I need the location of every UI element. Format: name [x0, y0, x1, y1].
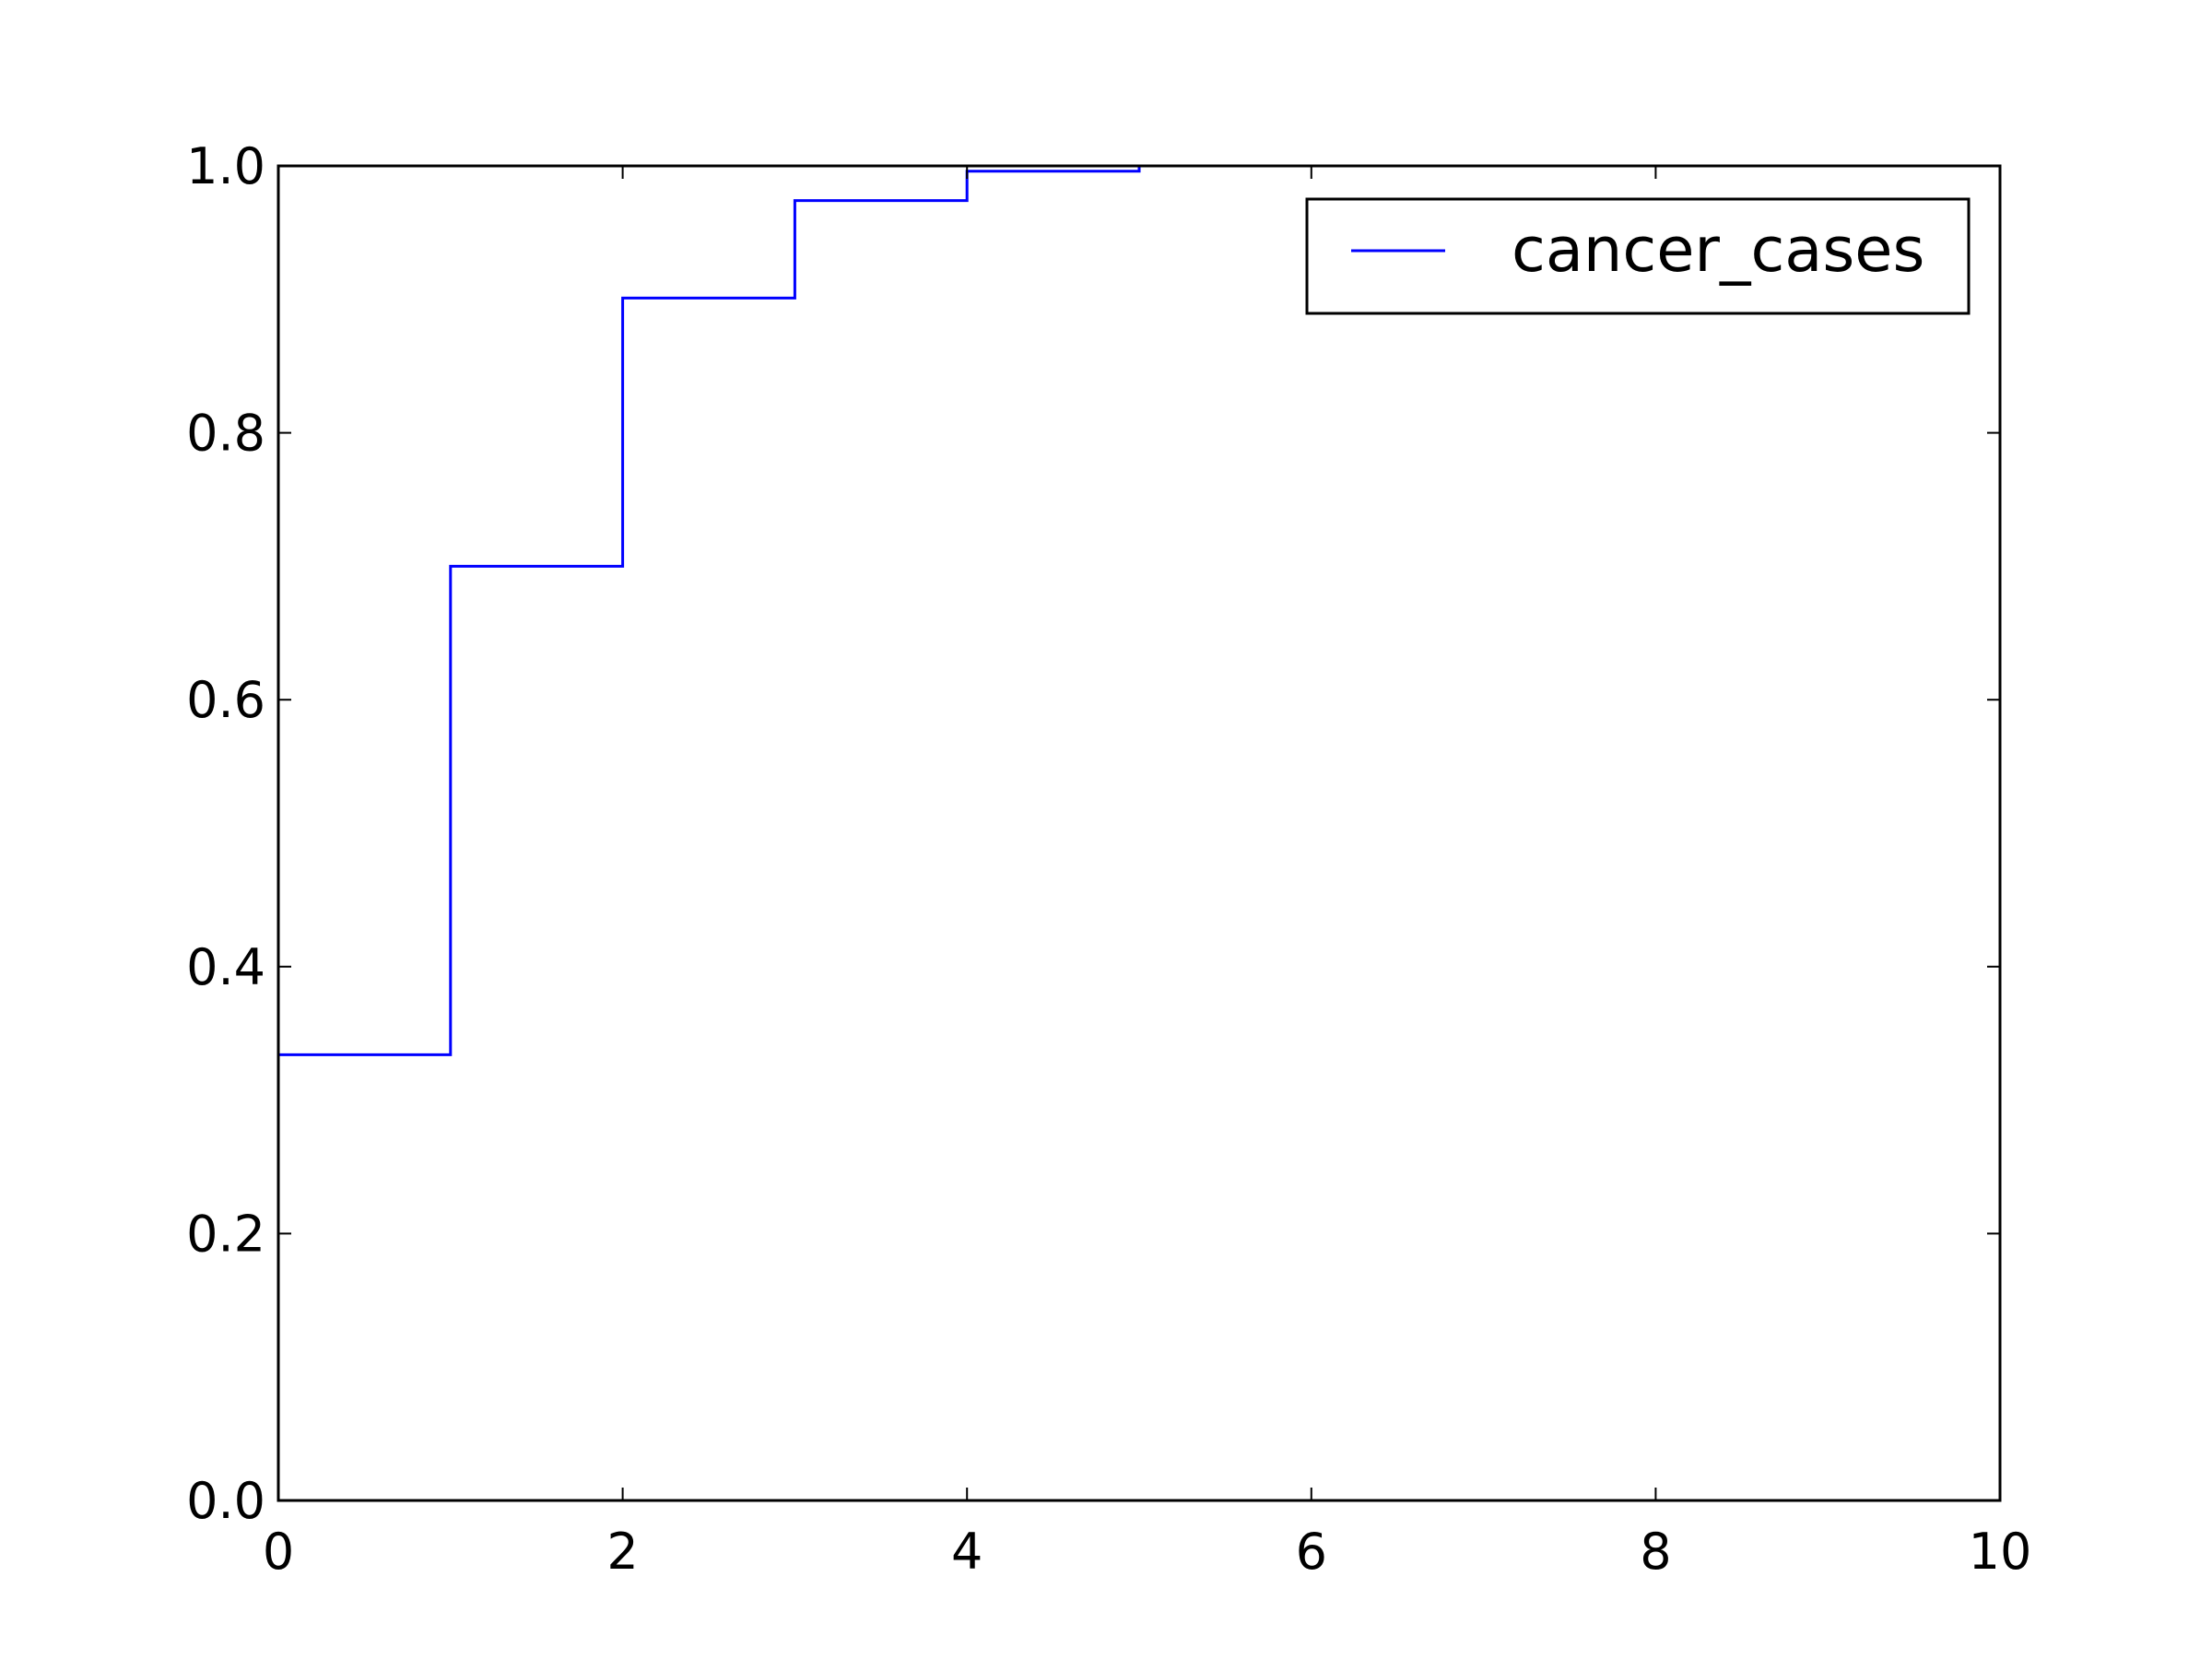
- x-tick-label-2: 2: [606, 1523, 638, 1581]
- y-tick-label-0.6: 0.6: [186, 671, 265, 729]
- x-tick-label-0: 0: [263, 1523, 294, 1581]
- legend: cancer_cases: [1305, 197, 1971, 315]
- y-tick-labels: 0.0 0.2 0.4 0.6 0.8 1.0: [186, 137, 265, 1530]
- plot-area: [278, 166, 2000, 1500]
- y-tick-label-0.0: 0.0: [186, 1472, 265, 1530]
- x-tick-label-8: 8: [1640, 1523, 1671, 1581]
- x-tick-label-4: 4: [951, 1523, 982, 1581]
- y-tick-label-1.0: 1.0: [186, 137, 265, 195]
- series-line-cancer_cases: [278, 164, 1312, 1056]
- legend-label: cancer_cases: [1512, 214, 1924, 286]
- x-tick-label-10: 10: [1969, 1523, 2032, 1581]
- y-tick-label-0.8: 0.8: [186, 405, 265, 463]
- plot-frame: [276, 164, 2002, 1502]
- x-tick-label-6: 6: [1296, 1523, 1327, 1581]
- y-tick-label-0.2: 0.2: [186, 1205, 265, 1263]
- x-tick-labels: 0 2 4 6 8 10: [263, 1523, 2032, 1581]
- legend-box: [1305, 197, 1971, 315]
- series-layer: [278, 164, 1312, 1056]
- y-tick-label-0.4: 0.4: [186, 938, 265, 996]
